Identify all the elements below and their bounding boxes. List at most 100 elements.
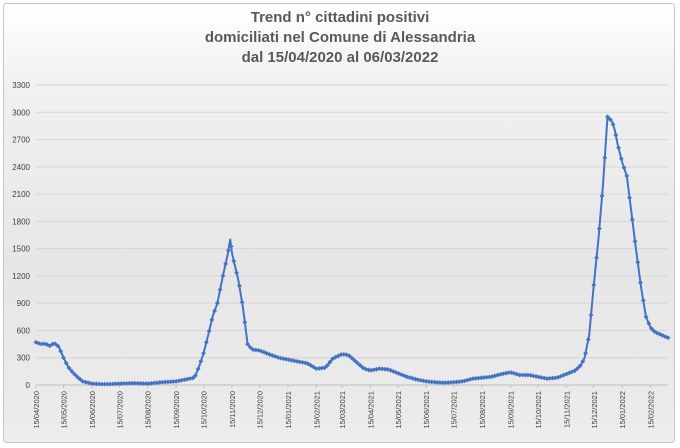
- data-point: [654, 330, 660, 336]
- data-point: [478, 375, 484, 381]
- data-point: [640, 298, 646, 303]
- data-point: [247, 344, 253, 350]
- data-point: [61, 355, 66, 361]
- data-point: [160, 379, 165, 385]
- data-point: [522, 372, 528, 378]
- data-point: [434, 379, 440, 385]
- data-point: [58, 348, 64, 354]
- data-point: [377, 366, 382, 372]
- data-point: [118, 381, 124, 386]
- data-point: [242, 319, 248, 325]
- data-point: [476, 375, 481, 381]
- data-point: [399, 372, 404, 378]
- data-point: [55, 343, 61, 349]
- x-tick-label: 15/03/2021: [338, 391, 347, 429]
- x-tick-label: 15/11/2021: [562, 391, 571, 428]
- data-point: [72, 371, 77, 377]
- y-axis-ticks: 0 300 600 900 1200 1500 1800 2100 2400 2700 3000 33…: [12, 81, 30, 390]
- y-tick-label: 2100: [12, 190, 30, 199]
- data-point: [212, 308, 218, 314]
- data-point: [616, 145, 621, 151]
- data-point: [451, 379, 457, 385]
- data-point: [239, 299, 245, 305]
- chart-title-line-1: Trend n° cittadini positivi: [250, 9, 430, 26]
- data-point: [437, 380, 443, 385]
- data-point: [253, 347, 259, 353]
- x-axis-ticks: 15/04/2020 15/05/2020 15/06/2020 15/07/2020…: [32, 385, 656, 429]
- x-tick-label: 15/06/2020: [88, 391, 97, 429]
- data-point: [355, 360, 360, 366]
- data-point: [234, 270, 239, 276]
- data-point: [624, 173, 630, 179]
- data-point: [162, 379, 168, 385]
- data-point: [352, 358, 358, 363]
- data-point: [245, 341, 250, 347]
- x-tick-label: 15/08/2021: [478, 391, 487, 429]
- x-tick-label: 15/04/2020: [32, 391, 41, 429]
- data-point: [74, 374, 80, 380]
- x-tick-label: 15/07/2020: [115, 391, 124, 429]
- data-point: [107, 381, 113, 387]
- data-point: [486, 374, 492, 380]
- gridlines: [36, 84, 668, 359]
- data-point: [170, 379, 176, 384]
- data-point: [324, 363, 330, 368]
- data-point: [481, 375, 487, 380]
- data-point: [443, 380, 448, 386]
- data-point: [357, 363, 363, 368]
- data-point: [629, 217, 635, 222]
- y-tick-label: 0: [26, 381, 31, 390]
- data-point: [429, 379, 435, 385]
- data-point: [127, 380, 132, 386]
- data-point: [338, 352, 344, 357]
- data-point: [220, 273, 226, 279]
- data-point: [379, 366, 385, 372]
- data-point: [250, 347, 256, 353]
- data-point: [165, 379, 171, 385]
- data-point: [231, 258, 237, 264]
- y-tick-label: 600: [17, 326, 31, 335]
- data-point: [39, 341, 44, 347]
- data-point: [572, 368, 577, 374]
- data-point: [154, 380, 160, 386]
- data-point: [198, 358, 204, 364]
- data-point: [192, 373, 198, 378]
- y-tick-label: 300: [17, 354, 31, 363]
- data-point: [69, 368, 75, 374]
- data-point: [129, 380, 135, 386]
- y-tick-label: 2700: [12, 136, 30, 145]
- data-point: [124, 380, 130, 386]
- data-point: [607, 117, 613, 122]
- data-point: [536, 374, 542, 380]
- data-point: [217, 287, 223, 292]
- x-tick-label: 15/05/2021: [394, 391, 403, 429]
- data-point: [77, 376, 83, 382]
- x-tick-label: 15/01/2022: [618, 391, 627, 429]
- x-tick-label: 15/05/2020: [59, 391, 68, 429]
- data-point: [66, 365, 72, 371]
- data-point: [99, 381, 105, 387]
- chart-frame: [3, 3, 675, 443]
- data-point: [561, 372, 566, 378]
- x-tick-label: 15/02/2021: [312, 391, 321, 429]
- data-point: [184, 376, 190, 382]
- data-point: [94, 381, 99, 387]
- data-point: [135, 380, 141, 386]
- x-tick-label: 15/10/2021: [534, 391, 543, 429]
- data-point: [638, 280, 643, 286]
- data-point: [225, 248, 231, 253]
- data-point: [484, 374, 490, 380]
- data-point: [151, 380, 157, 386]
- data-point: [236, 283, 242, 289]
- data-point: [514, 371, 520, 377]
- data-point: [319, 365, 325, 371]
- x-tick-label: 15/08/2020: [144, 391, 153, 429]
- x-tick-label: 15/11/2020: [228, 391, 237, 428]
- data-point: [574, 366, 580, 372]
- data-point: [140, 381, 146, 386]
- data-point: [203, 339, 209, 345]
- data-point: [291, 358, 297, 364]
- x-tick-label: 15/06/2021: [422, 391, 431, 429]
- data-point: [132, 380, 138, 386]
